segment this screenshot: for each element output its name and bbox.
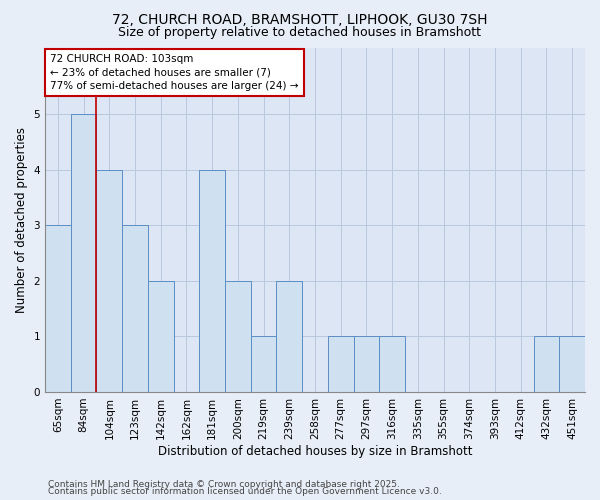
Bar <box>148 281 173 392</box>
Bar <box>559 336 585 392</box>
X-axis label: Distribution of detached houses by size in Bramshott: Distribution of detached houses by size … <box>158 444 472 458</box>
Bar <box>45 226 71 392</box>
Bar <box>71 114 97 392</box>
Bar <box>122 226 148 392</box>
Text: Contains public sector information licensed under the Open Government Licence v3: Contains public sector information licen… <box>48 487 442 496</box>
Text: 72 CHURCH ROAD: 103sqm
← 23% of detached houses are smaller (7)
77% of semi-deta: 72 CHURCH ROAD: 103sqm ← 23% of detached… <box>50 54 299 91</box>
Bar <box>277 281 302 392</box>
Bar <box>225 281 251 392</box>
Y-axis label: Number of detached properties: Number of detached properties <box>15 126 28 312</box>
Bar <box>199 170 225 392</box>
Text: 72, CHURCH ROAD, BRAMSHOTT, LIPHOOK, GU30 7SH: 72, CHURCH ROAD, BRAMSHOTT, LIPHOOK, GU3… <box>112 12 488 26</box>
Bar <box>328 336 353 392</box>
Bar <box>379 336 405 392</box>
Bar <box>353 336 379 392</box>
Bar <box>251 336 277 392</box>
Text: Contains HM Land Registry data © Crown copyright and database right 2025.: Contains HM Land Registry data © Crown c… <box>48 480 400 489</box>
Bar <box>97 170 122 392</box>
Bar <box>533 336 559 392</box>
Text: Size of property relative to detached houses in Bramshott: Size of property relative to detached ho… <box>119 26 482 39</box>
